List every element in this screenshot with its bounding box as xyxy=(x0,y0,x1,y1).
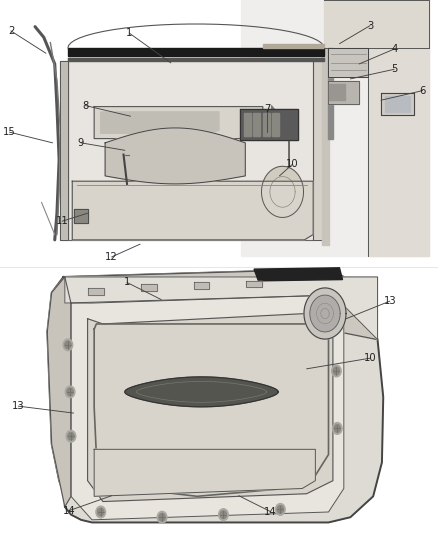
Polygon shape xyxy=(60,61,68,240)
Polygon shape xyxy=(253,113,260,136)
Polygon shape xyxy=(47,269,383,522)
Polygon shape xyxy=(254,268,343,281)
Polygon shape xyxy=(272,113,279,136)
Polygon shape xyxy=(72,181,313,240)
Polygon shape xyxy=(74,209,88,223)
Text: 4: 4 xyxy=(391,44,397,54)
Text: 11: 11 xyxy=(56,216,69,226)
Polygon shape xyxy=(261,166,304,217)
Text: 7: 7 xyxy=(264,104,270,114)
Polygon shape xyxy=(141,284,157,290)
Text: 12: 12 xyxy=(105,252,118,262)
Circle shape xyxy=(63,339,73,351)
Polygon shape xyxy=(313,58,322,240)
Circle shape xyxy=(333,367,339,375)
Text: 2: 2 xyxy=(8,26,14,36)
Polygon shape xyxy=(94,449,315,496)
Polygon shape xyxy=(263,113,270,136)
Circle shape xyxy=(277,506,283,513)
Polygon shape xyxy=(328,48,333,139)
Circle shape xyxy=(98,508,104,516)
Circle shape xyxy=(276,504,285,515)
Polygon shape xyxy=(304,288,346,339)
Polygon shape xyxy=(68,58,313,240)
Text: 5: 5 xyxy=(391,64,397,74)
Text: 13: 13 xyxy=(384,296,396,306)
Circle shape xyxy=(65,386,75,398)
Text: 15: 15 xyxy=(3,127,16,137)
Polygon shape xyxy=(240,109,298,140)
Polygon shape xyxy=(194,282,209,288)
Polygon shape xyxy=(94,107,263,139)
Text: 8: 8 xyxy=(82,101,88,110)
Polygon shape xyxy=(263,44,324,48)
Text: 10: 10 xyxy=(364,353,376,363)
Polygon shape xyxy=(322,48,329,245)
Polygon shape xyxy=(68,48,324,56)
Polygon shape xyxy=(324,0,429,48)
Circle shape xyxy=(159,513,165,521)
Polygon shape xyxy=(385,96,410,112)
Polygon shape xyxy=(71,295,344,520)
Circle shape xyxy=(66,431,76,442)
Polygon shape xyxy=(47,277,71,507)
Text: 1: 1 xyxy=(126,28,132,38)
Polygon shape xyxy=(246,281,262,287)
Polygon shape xyxy=(329,84,345,100)
Circle shape xyxy=(219,508,228,520)
Circle shape xyxy=(68,433,74,440)
Text: 1: 1 xyxy=(124,278,130,287)
Polygon shape xyxy=(68,58,324,61)
Polygon shape xyxy=(101,112,219,133)
Circle shape xyxy=(332,423,342,434)
Circle shape xyxy=(334,425,340,432)
Polygon shape xyxy=(125,377,278,407)
Polygon shape xyxy=(368,48,429,256)
Circle shape xyxy=(67,388,73,395)
Text: 3: 3 xyxy=(367,21,373,30)
Circle shape xyxy=(96,506,106,518)
Text: 10: 10 xyxy=(286,159,299,169)
Text: 14: 14 xyxy=(63,506,75,515)
Polygon shape xyxy=(310,295,340,332)
Polygon shape xyxy=(244,113,251,136)
Polygon shape xyxy=(381,93,414,115)
Text: 9: 9 xyxy=(78,138,84,148)
Circle shape xyxy=(220,511,226,518)
Polygon shape xyxy=(65,277,378,340)
Text: 13: 13 xyxy=(12,401,25,411)
Text: 14: 14 xyxy=(265,507,277,516)
Polygon shape xyxy=(88,288,104,295)
Polygon shape xyxy=(241,0,429,256)
Text: 6: 6 xyxy=(420,86,426,95)
Circle shape xyxy=(157,511,167,523)
Polygon shape xyxy=(328,81,359,104)
Polygon shape xyxy=(64,269,378,340)
Circle shape xyxy=(332,365,341,377)
Polygon shape xyxy=(105,128,245,184)
Polygon shape xyxy=(88,313,333,502)
Polygon shape xyxy=(328,48,368,77)
Circle shape xyxy=(65,341,71,349)
